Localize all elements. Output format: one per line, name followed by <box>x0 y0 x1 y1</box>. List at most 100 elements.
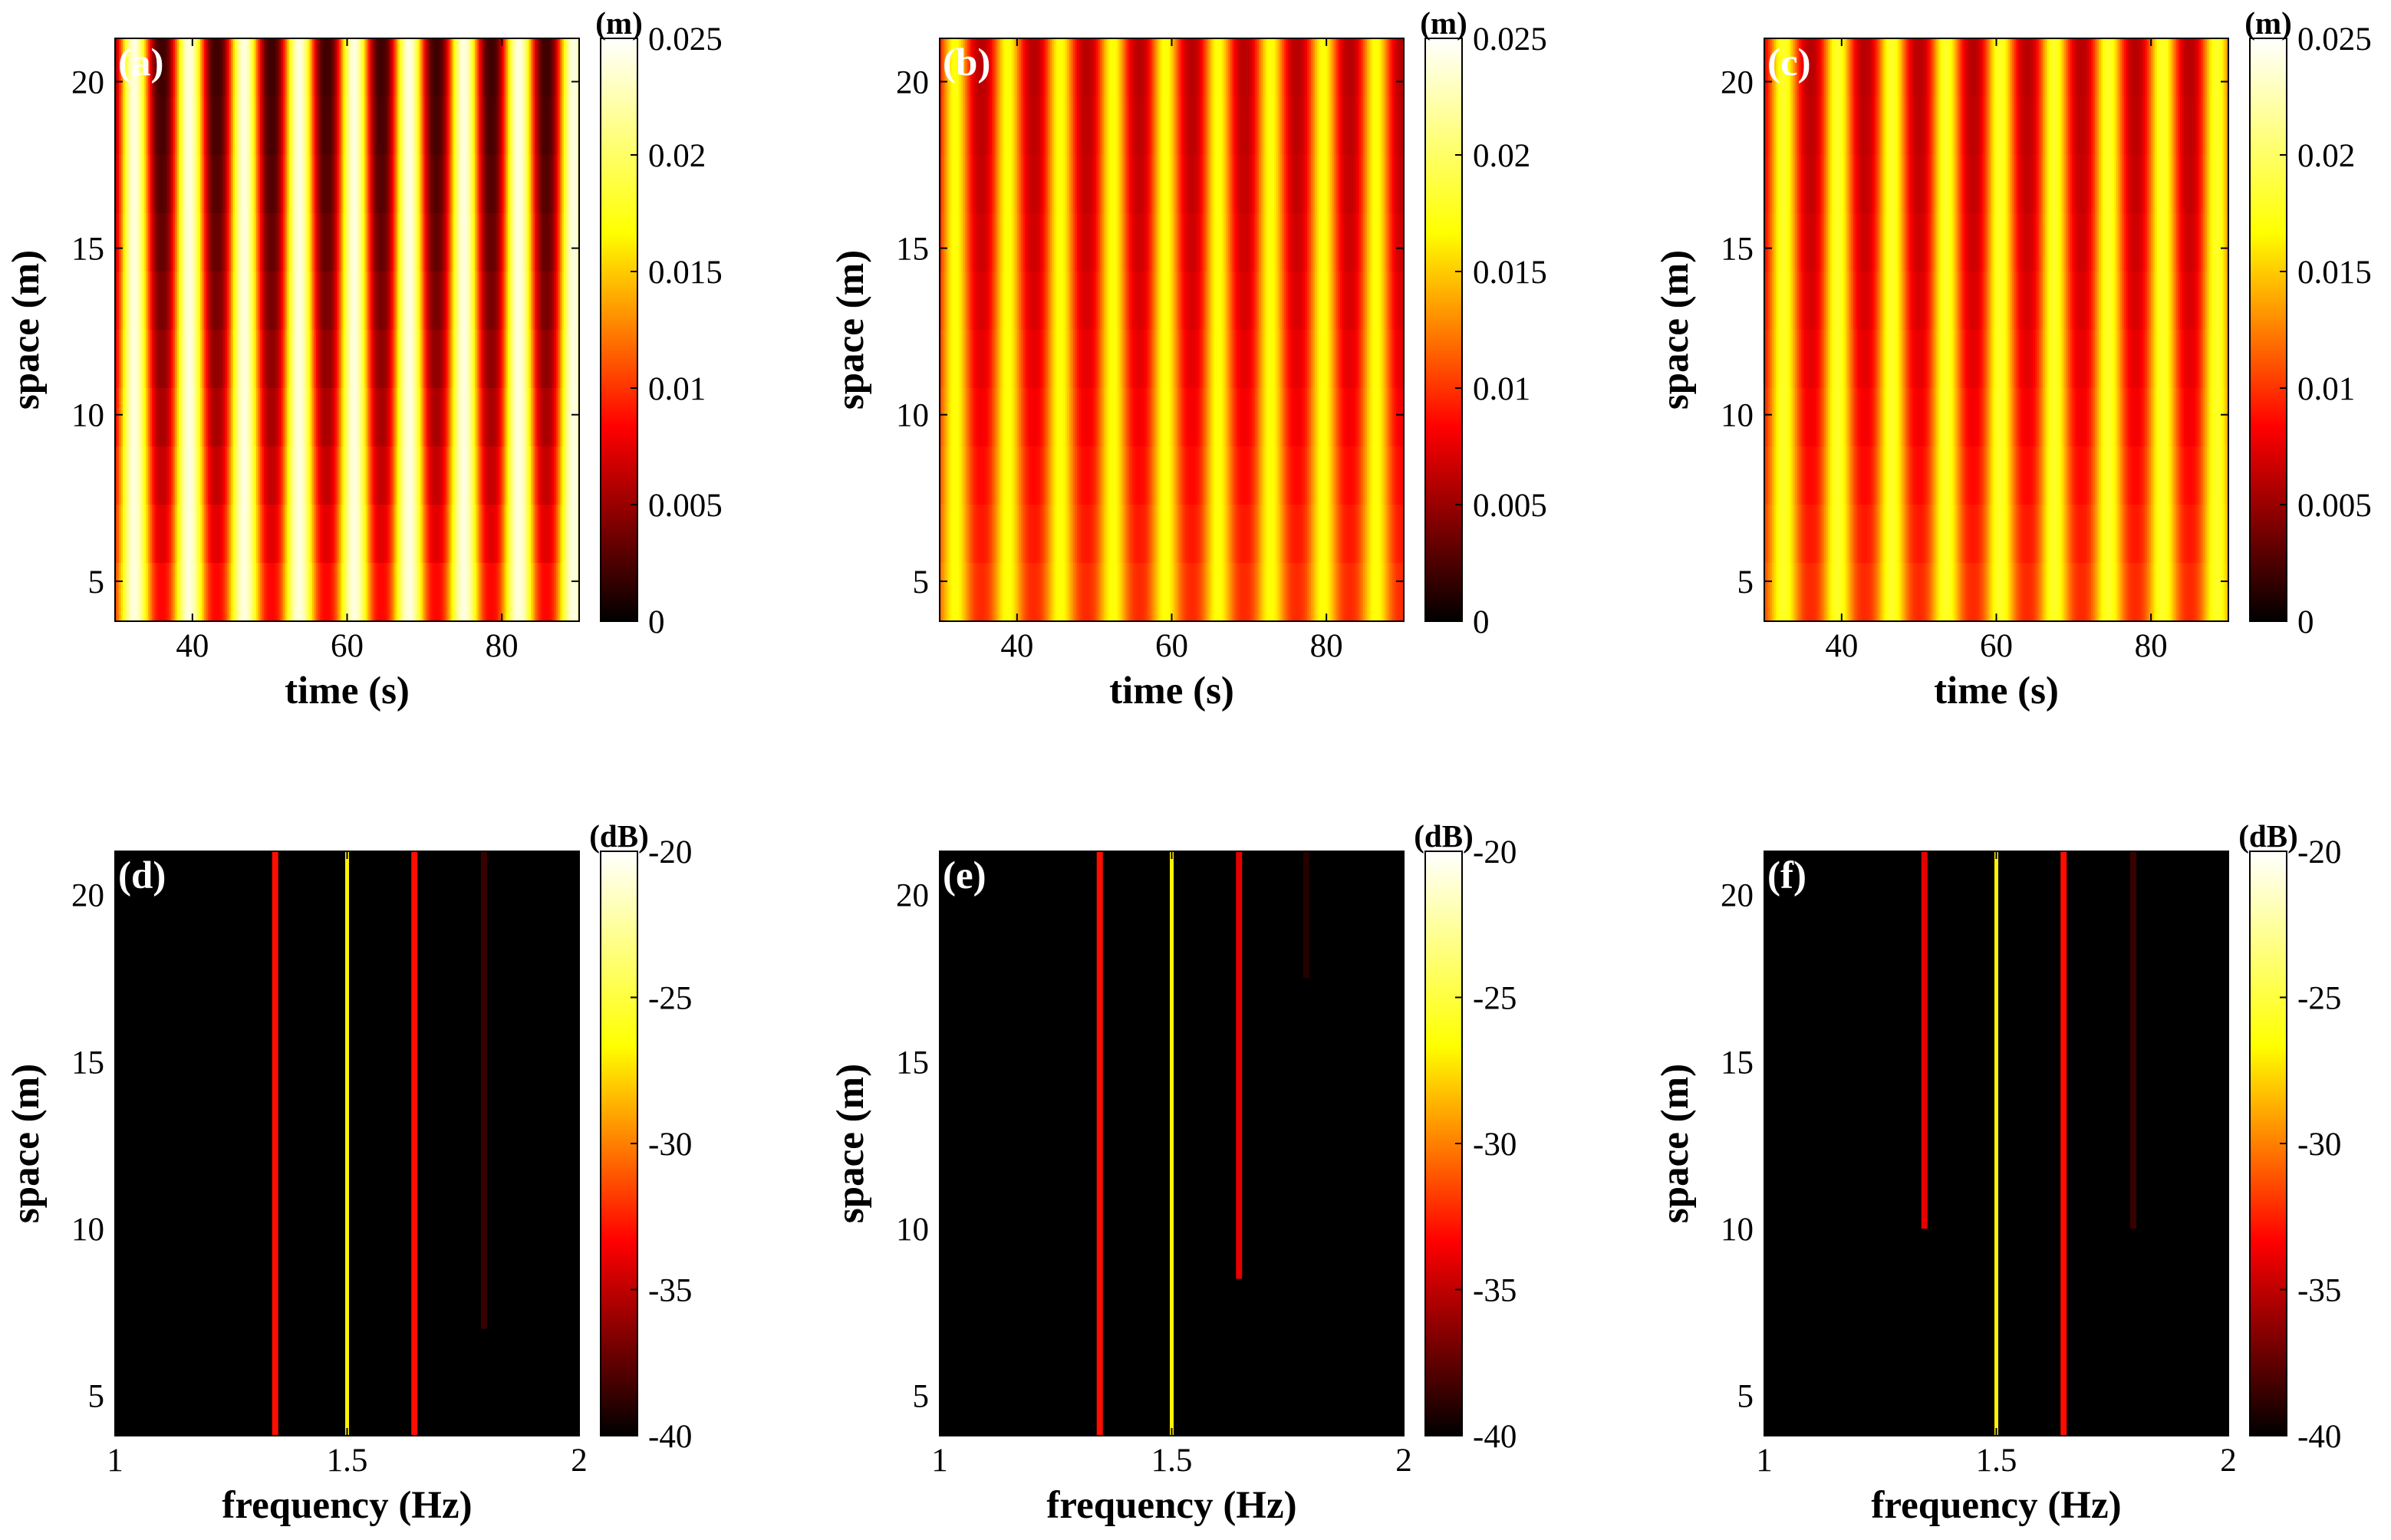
heatmap-cell <box>1378 213 1382 272</box>
heatmap-cell <box>538 97 542 156</box>
heatmap-cell <box>1324 38 1327 97</box>
heatmap-cell <box>502 213 505 272</box>
heatmap-cell <box>1075 388 1078 447</box>
heatmap-cell <box>947 38 950 97</box>
heatmap-cell <box>1371 213 1374 272</box>
heatmap-cell <box>391 388 394 447</box>
heatmap-cell <box>136 330 139 389</box>
heatmap-cell <box>155 330 159 389</box>
heatmap-cell <box>1349 38 1352 97</box>
heatmap-cell <box>176 271 179 331</box>
heatmap-cell <box>291 388 294 447</box>
heatmap-cell <box>366 563 369 622</box>
heatmap-cell <box>417 213 420 272</box>
heatmap-cell <box>480 213 483 272</box>
heatmap-cell <box>1282 155 1285 214</box>
heatmap-cell <box>451 563 454 622</box>
heatmap-cell <box>1351 388 1355 447</box>
heatmap-cell <box>1332 155 1335 214</box>
heatmap-cell <box>254 155 257 214</box>
heatmap-cell <box>157 155 160 214</box>
heatmap-cell <box>1100 97 1103 156</box>
heatmap-cell <box>1395 446 1399 505</box>
heatmap-cell <box>993 155 996 214</box>
heatmap-cell <box>964 330 967 389</box>
heatmap-cell <box>377 97 380 156</box>
heatmap-cell <box>198 446 201 505</box>
heatmap-cell <box>544 505 547 564</box>
heatmap-cell <box>1146 388 1149 447</box>
heatmap-cell <box>1380 97 1383 156</box>
heatmap-cell <box>1316 505 1319 564</box>
heatmap-cell <box>1260 213 1263 272</box>
heatmap-cell <box>1266 563 1270 622</box>
heatmap-cell <box>1007 97 1010 156</box>
heatmap-cell <box>395 505 398 564</box>
heatmap-cell <box>1299 213 1302 272</box>
heatmap-cell <box>1127 213 1130 272</box>
heatmap-cell <box>519 330 522 389</box>
heatmap-cell <box>413 155 416 214</box>
heatmap-cell <box>302 155 305 214</box>
heatmap-cell <box>275 271 278 331</box>
heatmap-cell <box>1289 38 1293 97</box>
heatmap-cell <box>1075 563 1078 622</box>
heatmap-cell <box>1241 505 1244 564</box>
heatmap-cell <box>264 38 267 97</box>
heatmap-cell <box>1371 38 1374 97</box>
heatmap-cell <box>376 271 379 331</box>
heatmap-cell <box>1115 213 1118 272</box>
heatmap-cell <box>426 38 429 97</box>
heatmap-cell <box>1315 388 1318 447</box>
heatmap-cell <box>1067 563 1070 622</box>
heatmap-cell <box>1917 38 1920 97</box>
heatmap-cell <box>546 271 549 331</box>
heatmap-cell <box>967 446 970 505</box>
heatmap-cell <box>1204 446 1207 505</box>
heatmap-cell <box>213 388 216 447</box>
heatmap-cell <box>470 38 473 97</box>
heatmap-cell <box>1326 213 1329 272</box>
heatmap-cell <box>227 213 230 272</box>
heatmap-cell <box>364 213 367 272</box>
heatmap-cell <box>428 97 431 156</box>
heatmap-cell <box>254 330 257 389</box>
heatmap-cell <box>1079 446 1082 505</box>
heatmap-cell <box>1146 330 1149 389</box>
heatmap-cell <box>1046 213 1049 272</box>
heatmap-cell <box>314 271 317 331</box>
heatmap-cell <box>544 330 547 389</box>
heatmap-cell <box>1342 155 1345 214</box>
heatmap-cell <box>194 97 197 156</box>
heatmap-cell <box>1345 271 1349 331</box>
heatmap-cell <box>268 213 271 272</box>
heatmap-cell <box>1090 97 1093 156</box>
heatmap-cell <box>381 505 384 564</box>
heatmap-cell <box>461 271 464 331</box>
heatmap-cell <box>1000 97 1003 156</box>
heatmap-cell <box>1049 388 1052 447</box>
heatmap-cell <box>1044 155 1047 214</box>
heatmap-cell <box>258 38 261 97</box>
heatmap-cell <box>1347 330 1351 389</box>
heatmap-cell <box>206 563 209 622</box>
heatmap-cell <box>337 213 341 272</box>
heatmap-cell <box>1092 38 1095 97</box>
heatmap-cell <box>1015 38 1018 97</box>
heatmap-cell <box>127 446 130 505</box>
heatmap-cell <box>447 388 450 447</box>
heatmap-cell <box>1053 213 1056 272</box>
heatmap-cell <box>223 213 226 272</box>
heatmap-cell <box>308 271 311 331</box>
heatmap-cell <box>288 38 291 97</box>
heatmap-cell <box>414 38 417 97</box>
heatmap-cell <box>250 38 253 97</box>
heatmap-cell <box>171 213 174 272</box>
heatmap-cell <box>231 271 234 331</box>
heatmap-cell <box>275 446 278 505</box>
heatmap-cell <box>1135 213 1138 272</box>
heatmap-cell <box>279 38 282 97</box>
heatmap-cell <box>1019 446 1022 505</box>
heatmap-cell <box>1293 330 1296 389</box>
heatmap-cell <box>1071 38 1074 97</box>
